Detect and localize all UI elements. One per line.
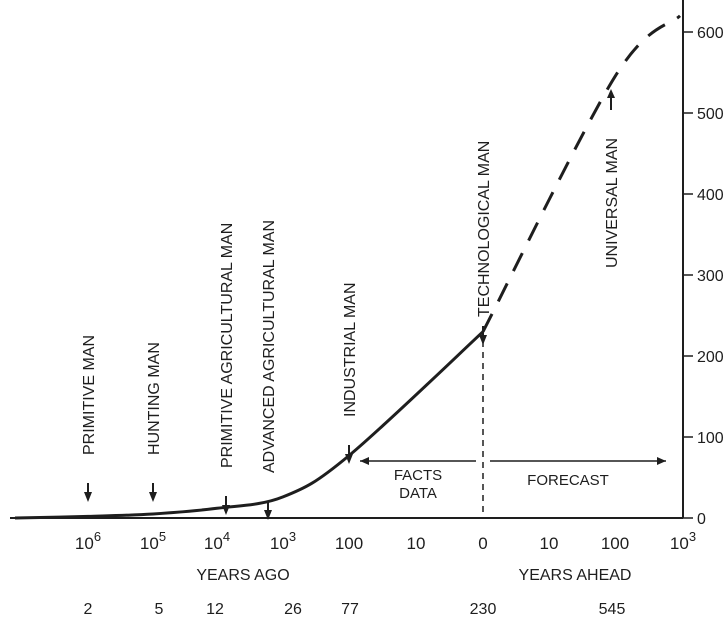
data-label: DATA [399,485,437,502]
y-tick-label: 0 [697,511,706,528]
era-arrow-down [479,335,487,345]
x-tick-label: 10 [407,534,426,553]
x-caption-years-ago: YEARS AGO [196,567,289,584]
series-line-forecast [481,14,682,333]
annotation-value: 230 [470,601,497,618]
x-tick-exponent: 4 [223,529,230,544]
x-tick-label: 106 [75,529,101,553]
era-label: PRIMITIVE MAN [81,335,98,455]
era-arrow-down [84,492,92,502]
era-label: UNIVERSAL MAN [604,138,621,268]
x-tick-label: 10 [540,534,559,553]
x-tick-base: 100 [335,534,363,553]
x-tick-label: 105 [140,529,166,553]
annotation-value: 5 [155,601,164,618]
x-tick-label: 103 [670,529,696,553]
annotation-value: 26 [284,601,302,618]
annotation-value: 2 [84,601,93,618]
x-tick-exponent: 6 [94,529,101,544]
x-tick-label: 104 [204,529,230,553]
era-arrow-down [345,454,353,464]
annotation-value: 77 [341,601,359,618]
y-tick-label: 600 [697,25,724,42]
y-tick-label: 300 [697,268,724,285]
y-tick-label: 500 [697,106,724,123]
era-label: INDUSTRIAL MAN [342,282,359,417]
era-label: ADVANCED AGRICULTURAL MAN [261,220,278,473]
x-tick-base: 0 [478,534,487,553]
era-label: TECHNOLOGICAL MAN [476,141,493,317]
era-label: PRIMITIVE AGRICULTURAL MAN [219,223,236,468]
x-tick-base: 10 [407,534,426,553]
era-arrow-down [264,510,272,520]
forecast-label: FORECAST [527,472,609,489]
x-tick-label: 103 [270,529,296,553]
x-tick-exponent: 3 [289,529,296,544]
y-tick-label: 200 [697,349,724,366]
annotation-value-row: 2 5 12 26 77 230 545 [84,601,626,618]
x-ticks: 106 105 104 103 100 10 0 10 100 103 [75,529,696,553]
x-tick-label: 100 [601,534,629,553]
annotation-value: 12 [206,601,224,618]
era-annotations: PRIMITIVE MAN HUNTING MAN PRIMITIVE AGRICU… [81,89,621,520]
x-tick-exponent: 3 [689,529,696,544]
y-tick-label: 100 [697,430,724,447]
era-label: HUNTING MAN [146,342,163,455]
x-tick-exponent: 5 [159,529,166,544]
x-tick-label: 100 [335,534,363,553]
y-ticks: 0 100 200 300 400 500 600 [683,25,724,528]
x-tick-base: 100 [601,534,629,553]
y-tick-label: 400 [697,187,724,204]
x-tick-base: 10 [670,534,689,553]
era-arrow-down [149,492,157,502]
x-tick-base: 10 [140,534,159,553]
x-tick-base: 10 [270,534,289,553]
annotation-value: 545 [599,601,626,618]
era-arrow-up [607,89,615,98]
x-caption-years-ahead: YEARS AHEAD [519,567,632,584]
x-tick-base: 10 [540,534,559,553]
x-tick-label: 0 [478,534,487,553]
x-tick-base: 10 [75,534,94,553]
facts-label: FACTS [394,467,442,484]
era-arrow-down [222,505,230,515]
x-tick-base: 10 [204,534,223,553]
